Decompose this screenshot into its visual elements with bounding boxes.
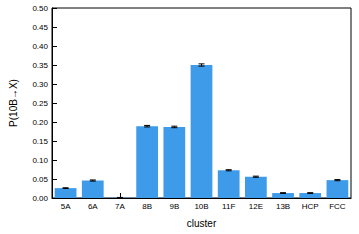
svg-text:0.05: 0.05 [32,175,48,184]
svg-text:12E: 12E [249,202,263,211]
svg-text:6A: 6A [88,202,98,211]
svg-text:0.15: 0.15 [32,137,48,146]
svg-text:FCC: FCC [329,202,346,211]
svg-text:0.35: 0.35 [32,61,48,70]
svg-text:0.00: 0.00 [32,194,48,203]
svg-text:8B: 8B [142,202,152,211]
svg-text:13B: 13B [276,202,290,211]
svg-text:0.40: 0.40 [32,42,48,51]
svg-text:0.20: 0.20 [32,118,48,127]
svg-text:7A: 7A [115,202,125,211]
svg-text:11F: 11F [222,202,235,211]
svg-text:P(10B→X): P(10B→X) [8,79,19,127]
svg-text:0.25: 0.25 [32,99,48,108]
svg-text:cluster: cluster [187,218,217,229]
svg-text:5A: 5A [61,202,71,211]
svg-text:0.45: 0.45 [32,23,48,32]
svg-text:10B: 10B [194,202,208,211]
svg-text:0.30: 0.30 [32,80,48,89]
svg-text:0.10: 0.10 [32,156,48,165]
svg-text:0.50: 0.50 [32,4,48,13]
svg-text:HCP: HCP [302,202,319,211]
svg-text:9B: 9B [169,202,179,211]
